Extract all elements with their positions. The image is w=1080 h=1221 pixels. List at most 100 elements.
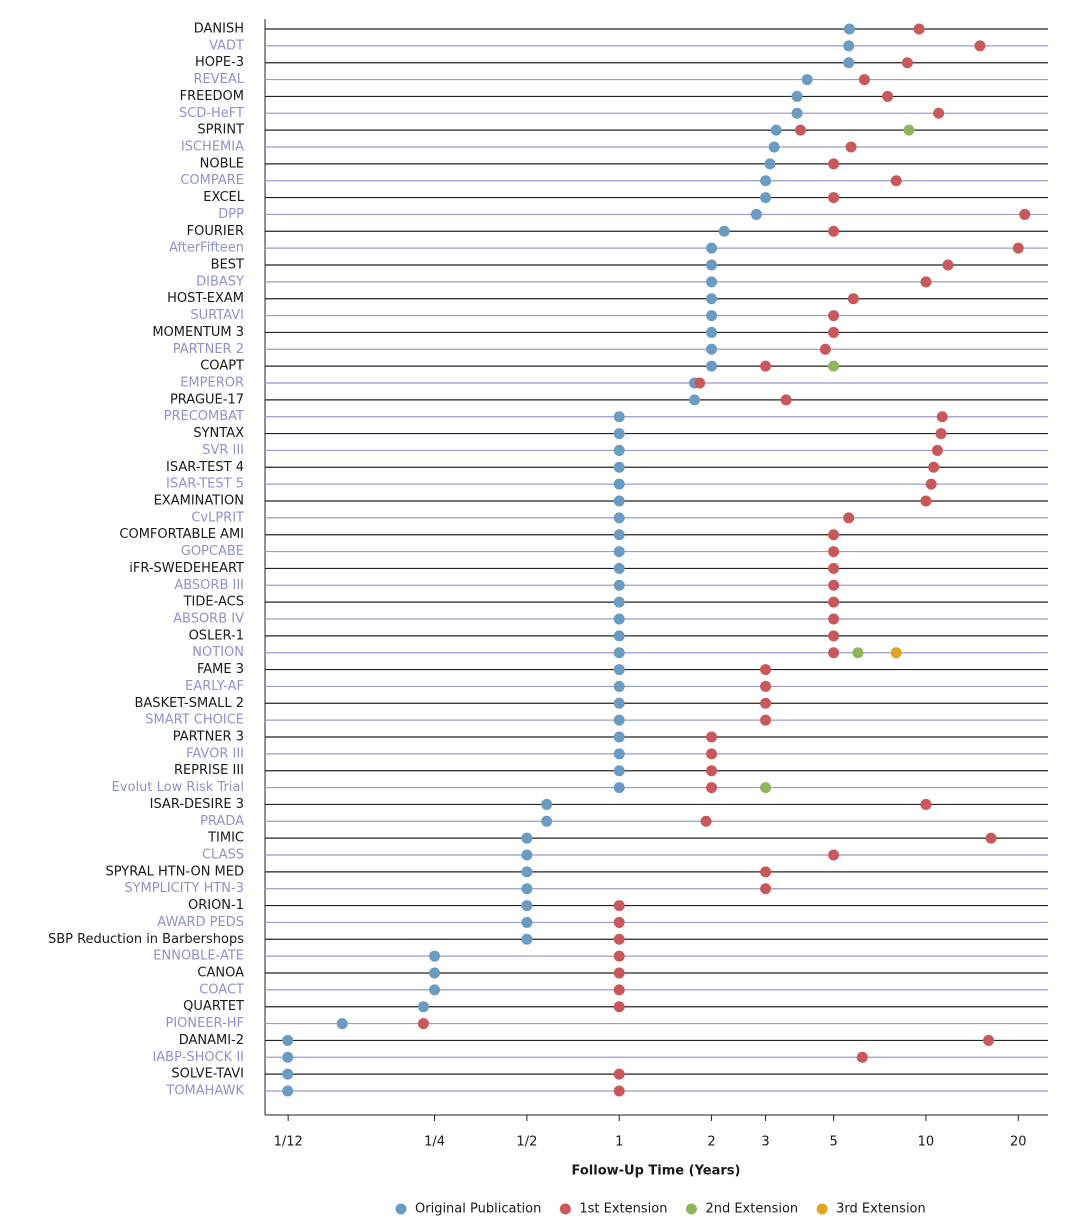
dot: [801, 74, 813, 86]
dot: [613, 579, 625, 591]
dot: [417, 1001, 429, 1013]
dot: [336, 1018, 348, 1030]
y-tick-label: TIDE-ACS: [183, 595, 244, 610]
y-tick-label: IABP-SHOCK II: [152, 1050, 244, 1065]
dot: [613, 782, 625, 794]
legend-marker: [816, 1203, 828, 1215]
dot: [828, 529, 840, 541]
dot: [613, 900, 625, 912]
legend-marker: [395, 1203, 407, 1215]
dot: [282, 1051, 294, 1063]
x-tick-label: 1/2: [516, 1135, 537, 1150]
dot: [1012, 242, 1024, 254]
dot: [613, 512, 625, 524]
y-tick-label: ISAR-TEST 4: [166, 460, 244, 475]
dot: [521, 900, 533, 912]
dot: [282, 1034, 294, 1046]
dot: [613, 765, 625, 777]
y-tick-label: ABSORB III: [174, 578, 244, 593]
y-tick-label: PRADA: [200, 814, 244, 829]
dot: [828, 849, 840, 861]
dot: [936, 411, 948, 423]
dot: [901, 57, 913, 69]
dot: [706, 360, 718, 372]
y-tick-label: AWARD PEDS: [157, 915, 244, 930]
dot: [828, 158, 840, 170]
y-tick-label: ISAR-TEST 5: [166, 477, 244, 492]
dot: [760, 697, 772, 709]
legend-marker: [559, 1203, 571, 1215]
dot: [613, 529, 625, 541]
dot: [706, 782, 718, 794]
dot: [613, 444, 625, 456]
dot: [847, 293, 859, 305]
y-tick-label: DPP: [218, 207, 244, 222]
dot: [764, 158, 776, 170]
y-tick-label: REPRISE III: [174, 763, 244, 778]
y-tick-label: REVEAL: [194, 72, 245, 87]
dot: [760, 680, 772, 692]
dot: [613, 596, 625, 608]
dot: [613, 916, 625, 928]
y-tick-label: DIBASY: [196, 274, 244, 289]
y-tick-label: EARLY-AF: [185, 679, 244, 694]
dot: [706, 343, 718, 355]
dot: [417, 1018, 429, 1030]
dot: [828, 562, 840, 574]
dot: [706, 731, 718, 743]
dot: [828, 192, 840, 204]
dot: [856, 1051, 868, 1063]
y-tick-label: CLASS: [202, 848, 244, 863]
dot: [828, 225, 840, 237]
dot: [613, 647, 625, 659]
y-tick-label: CvLPRIT: [191, 510, 244, 525]
dot: [942, 259, 954, 271]
dot: [706, 748, 718, 760]
y-tick-label: FREEDOM: [180, 89, 244, 104]
x-tick-label: 1/12: [274, 1135, 303, 1150]
dot: [928, 461, 940, 473]
y-tick-label: VADT: [209, 38, 244, 53]
y-tick-label: EXCEL: [203, 190, 244, 205]
dot: [760, 714, 772, 726]
y-tick-label: SYNTAX: [193, 426, 244, 441]
legend-label: 1st Extension: [579, 1202, 667, 1217]
dot: [541, 798, 553, 810]
y-tick-label: GOPCABE: [181, 544, 244, 559]
dot: [521, 916, 533, 928]
y-tick-label: BEST: [211, 258, 244, 273]
dot: [890, 175, 902, 187]
dot: [694, 377, 706, 389]
dot: [903, 124, 915, 136]
dot: [613, 967, 625, 979]
dot: [925, 478, 937, 490]
dot: [819, 343, 831, 355]
dot: [706, 293, 718, 305]
y-tick-label: FOURIER: [187, 224, 244, 239]
dot: [760, 782, 772, 794]
dot: [828, 613, 840, 625]
dot: [718, 225, 730, 237]
dot: [706, 765, 718, 777]
dot: [706, 326, 718, 338]
y-tick-label: CANOA: [197, 966, 244, 981]
dot: [770, 124, 782, 136]
dot: [613, 697, 625, 709]
y-tick-label: SBP Reduction in Barbershops: [48, 932, 244, 947]
x-tick-label: 1/4: [424, 1135, 445, 1150]
dot: [828, 310, 840, 322]
dot: [613, 495, 625, 507]
dot: [613, 950, 625, 962]
dot: [920, 276, 932, 288]
dot: [521, 849, 533, 861]
y-tick-label: HOPE-3: [195, 55, 244, 70]
x-tick-label: 3: [761, 1135, 769, 1150]
dot: [828, 546, 840, 558]
dot: [843, 57, 855, 69]
y-tick-label: NOTION: [192, 645, 244, 660]
y-tick-label: TIMIC: [207, 831, 244, 846]
dot: [706, 242, 718, 254]
dot: [613, 1068, 625, 1080]
y-tick-label: SOLVE-TAVI: [171, 1067, 244, 1082]
legend-marker: [685, 1203, 697, 1215]
